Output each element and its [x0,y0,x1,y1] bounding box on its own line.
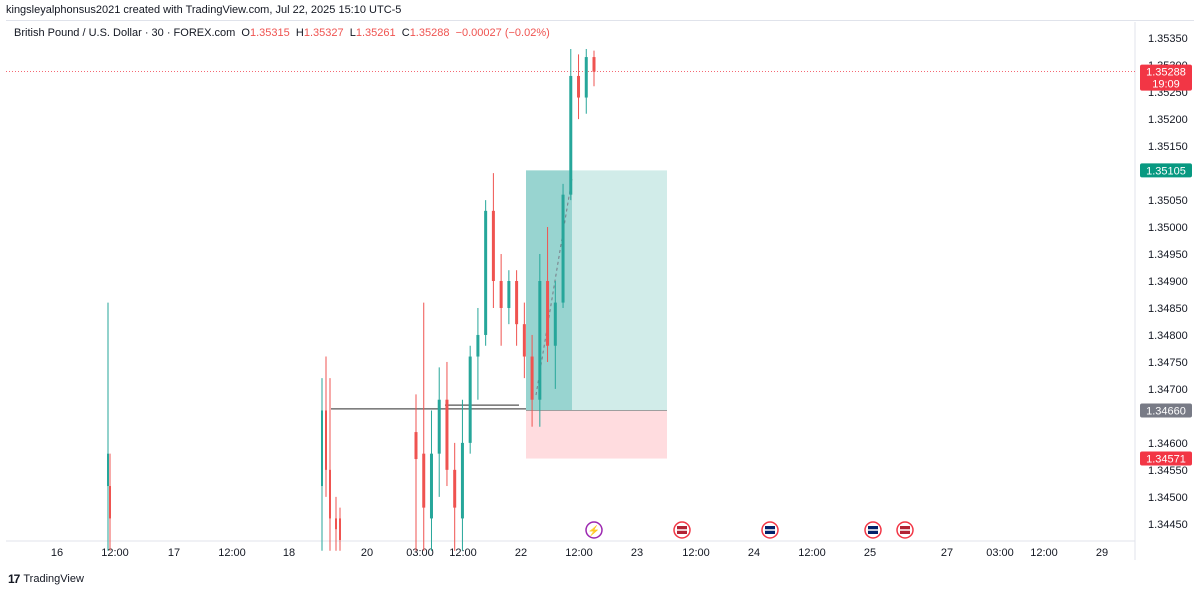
price-tick-label: 1.34750 [1148,357,1188,369]
price-tick-label: 1.34500 [1148,492,1188,504]
candle-body[interactable] [530,356,534,400]
lightning-icon[interactable] [585,521,603,539]
candle-body[interactable] [561,194,565,303]
time-tick-label: 12:00 [101,547,129,559]
tradingview-logo-icon: 17 [8,572,20,586]
time-tick-label: 12:00 [449,547,477,559]
price-tick-label: 1.34600 [1148,438,1188,450]
entry-price-label-bg [1140,403,1192,418]
entry-price-label: 1.34660 [1146,406,1186,418]
time-tick-label: 12:00 [218,547,246,559]
price-tick-label: 1.34700 [1148,384,1188,396]
target-price-label-bg [1140,163,1192,178]
time-tick-label: 23 [631,547,643,559]
candle-body[interactable] [546,281,550,346]
candle-body[interactable] [484,210,488,335]
candle-body[interactable] [437,399,441,454]
candle-body[interactable] [329,469,331,519]
candle-body[interactable] [109,486,111,519]
target-price-label: 1.35105 [1146,165,1186,177]
header-divider [6,20,1194,21]
lightning-glyph: ⚡ [588,524,600,537]
price-tick-label: 1.35350 [1148,33,1188,45]
current-price-label: 19:09 [1152,79,1180,91]
symbol-label[interactable]: British Pound / U.S. Dollar · 30 · FOREX… [14,27,236,39]
time-tick-label: 12:00 [565,547,593,559]
candle-body[interactable] [445,399,449,470]
high-value: 1.35327 [303,27,344,39]
candle-body[interactable] [569,75,573,195]
footer-brand: TradingView [23,573,84,585]
time-tick-label: 16 [51,547,63,559]
low-value: 1.35261 [355,27,396,39]
ohlc-legend: British Pound / U.S. Dollar · 30 · FOREX… [14,27,550,39]
time-tick-label: 27 [941,547,953,559]
candle-body[interactable] [507,281,511,308]
candle-body[interactable] [538,281,542,400]
candle-body[interactable] [584,57,588,98]
time-tick-label: 12:00 [798,547,826,559]
loss-zone[interactable] [526,410,667,459]
candle-body[interactable] [422,453,426,508]
time-tick-label: 25 [864,547,876,559]
time-tick-label: 12:00 [682,547,710,559]
time-tick-label: 03:00 [406,547,434,559]
time-tick-label: 03:00 [986,547,1014,559]
candle-body[interactable] [468,356,472,443]
candle-body[interactable] [553,302,557,346]
price-tick-label: 1.34900 [1148,276,1188,288]
time-tick-label: 29 [1096,547,1108,559]
price-tick-label: 1.34800 [1148,330,1188,342]
candle-body[interactable] [592,57,596,72]
candle-body[interactable] [476,334,480,357]
author-line: kingsleyalphonsus2021 created with Tradi… [6,4,402,16]
candle-body[interactable] [515,281,519,325]
price-tick-label: 1.34450 [1148,519,1188,531]
price-tick-label: 1.34550 [1148,465,1188,477]
candle-body[interactable] [499,281,503,308]
time-tick-label: 12:00 [1030,547,1058,559]
time-tick-label: 24 [748,547,760,559]
candle-body[interactable] [491,210,495,281]
change-value: −0.00027 (−0.02%) [455,27,550,39]
price-tick-label: 1.35050 [1148,195,1188,207]
price-tick-label: 1.35150 [1148,141,1188,153]
stop-price-label: 1.34571 [1146,454,1186,466]
price-tick-label: 1.35000 [1148,222,1188,234]
candle-body[interactable] [321,410,323,487]
tradingview-footer: 17 TradingView [8,572,84,586]
candle-body[interactable] [429,453,433,519]
current-price-label-bg [1140,64,1192,91]
candle-body[interactable] [107,453,109,487]
open-value: 1.35315 [249,27,290,39]
candle-body[interactable] [577,75,581,98]
price-tick-label: 1.35200 [1148,114,1188,126]
time-tick-label: 22 [515,547,527,559]
price-tick-label: 1.34850 [1148,303,1188,315]
current-price-label: 1.35288 [1146,67,1186,79]
candle-body[interactable] [339,518,341,540]
candle-body[interactable] [522,324,526,357]
candle-body[interactable] [414,432,418,460]
position-path-line [535,178,573,396]
time-tick-label: 17 [168,547,180,559]
candle-body[interactable] [325,410,327,470]
close-value: 1.35288 [409,27,450,39]
candle-body[interactable] [460,442,464,519]
candle-body[interactable] [453,469,457,508]
time-tick-label: 18 [283,547,295,559]
time-tick-label: 20 [361,547,373,559]
price-tick-label: 1.34950 [1148,249,1188,261]
stop-price-label-bg [1140,451,1192,466]
candle-body[interactable] [335,518,337,530]
